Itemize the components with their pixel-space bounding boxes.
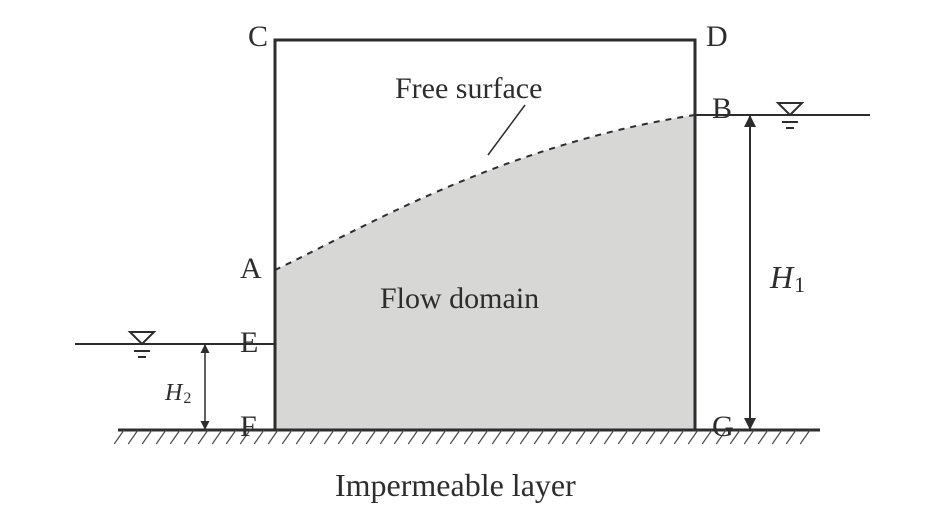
free-surface-label: Free surface bbox=[395, 72, 542, 105]
point-label-f: F bbox=[240, 410, 257, 443]
point-label-a: A bbox=[240, 252, 262, 285]
flow-domain-label: Flow domain bbox=[380, 282, 539, 315]
point-label-g: G bbox=[712, 410, 734, 443]
impermeable-layer-label: Impermeable layer bbox=[335, 467, 576, 503]
point-label-b: B bbox=[712, 92, 732, 125]
point-label-c: C bbox=[248, 20, 268, 53]
point-label-e: E bbox=[240, 326, 258, 359]
point-label-d: D bbox=[706, 20, 728, 53]
